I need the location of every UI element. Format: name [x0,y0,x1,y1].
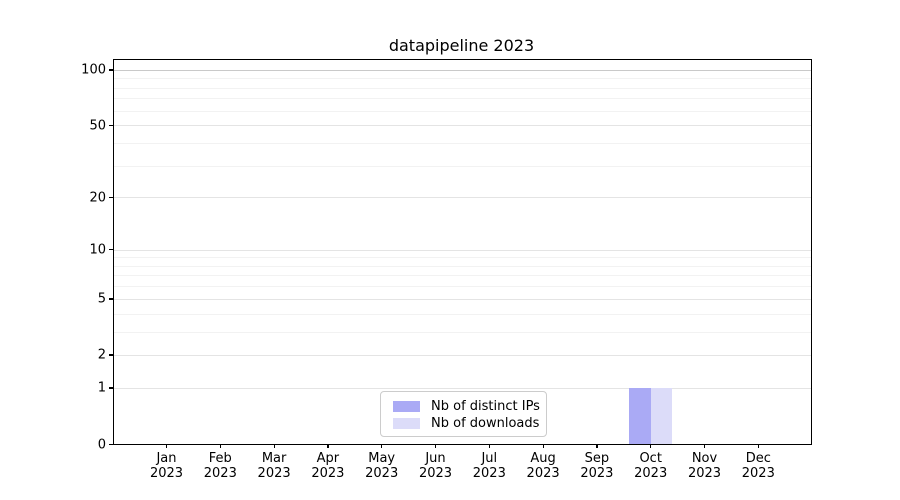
x-tick-label: Oct 2023 [634,451,668,481]
legend-label-distinct-ips: Nb of distinct IPs [431,399,540,414]
minor-gridline [114,98,811,100]
legend-swatch-downloads [393,418,420,429]
minor-gridline [114,78,811,80]
minor-gridline [114,87,811,89]
y-tick-label: 0 [97,437,106,452]
x-tick-label: Jun 2023 [418,451,453,481]
minor-gridline [114,275,811,277]
y-tick-label: 5 [97,291,106,307]
legend-label-downloads: Nb of downloads [431,416,540,431]
y-axis-tick [109,387,113,389]
y-tick-label: 1 [97,380,106,396]
x-axis-tick [273,444,275,448]
legend-item-downloads: Nb of downloads [393,415,540,432]
legend: Nb of distinct IPs Nb of downloads [380,391,547,437]
minor-gridline [114,165,811,167]
minor-gridline [114,313,811,315]
y-axis-tick [109,196,113,198]
x-tick-label: Jul 2023 [472,451,506,481]
x-tick-label: May 2023 [365,451,399,481]
x-tick-label: Jan 2023 [149,451,184,481]
x-axis-tick [488,444,491,448]
minor-gridline [114,331,811,333]
major-gridline [114,125,811,127]
legend-item-distinct-ips: Nb of distinct IPs [393,398,540,415]
y-axis-tick [109,124,113,126]
x-axis-tick [435,444,437,448]
x-axis-tick [596,444,598,448]
major-gridline [114,354,811,356]
y-axis-tick [109,354,113,356]
y-tick-label: 2 [97,347,106,363]
x-tick-label: Aug 2023 [526,451,560,481]
x-tick-label: Sep 2023 [580,451,614,481]
legend-swatch-distinct-ips [393,401,420,412]
y-tick-label: 20 [89,190,106,206]
x-tick-label: Feb 2023 [203,451,237,481]
x-tick-label: Mar 2023 [257,451,291,481]
minor-gridline [114,110,811,112]
major-gridline [114,298,811,300]
y-axis-tick [109,249,113,251]
minor-gridline [114,286,811,288]
major-gridline [114,249,811,251]
bar-nb-of-distinct-ips [629,387,651,444]
major-gridline [114,387,811,389]
x-axis-tick [381,444,383,448]
plot-area: Nb of distinct IPs Nb of downloads 0 1 2 5 1… [81,59,812,481]
y-tick-label: 50 [89,118,106,134]
minor-gridline [114,142,811,144]
x-axis-tick [757,444,760,448]
minor-gridline [114,257,811,259]
bar-nb-of-downloads [650,387,673,444]
x-axis-tick [542,444,544,448]
y-tick-label: 100 [81,62,106,78]
major-gridline [114,197,811,199]
x-axis-tick [650,444,652,448]
major-gridline [114,69,811,71]
y-axis-tick [109,69,113,71]
x-tick-label: Nov 2023 [687,451,722,481]
y-tick-label: 10 [89,242,106,258]
x-tick-label: Apr 2023 [311,451,345,481]
x-tick-label: Dec 2023 [741,451,775,481]
chart-title: datapipeline 2023 [388,36,535,55]
x-axis-tick [704,444,706,448]
x-axis-tick [219,444,222,448]
y-axis-tick [109,443,113,445]
x-axis-tick [327,444,329,448]
x-axis-tick [166,444,168,448]
y-axis-tick [109,298,113,300]
minor-gridline [114,265,811,267]
